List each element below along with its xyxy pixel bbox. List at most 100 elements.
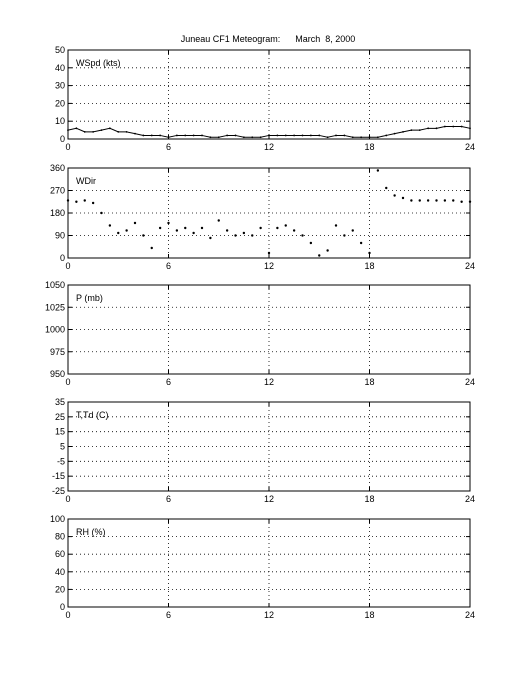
y-tick-label: 950 [50,369,65,379]
y-tick-label: 20 [55,98,65,108]
data-point [309,241,313,245]
data-point [393,194,396,197]
data-point [242,136,245,139]
data-point [142,134,145,137]
panel-4: 35 25 15 5 -5 -15 -250 6 12 18 24 T,Td (C) [52,397,475,504]
x-tick-label: 12 [264,494,274,504]
y-tick-label: -25 [52,486,65,496]
data-point [435,199,438,202]
data-point [259,136,262,139]
data-point [75,200,78,203]
data-point [125,229,128,232]
data-point [209,136,212,139]
x-tick-label: 6 [166,261,171,271]
data-point [376,136,379,139]
data-point [393,132,396,135]
data-point [293,134,296,137]
y-tick-label: 0 [60,602,65,612]
data-point [134,132,136,135]
data-point [401,196,405,200]
data-point [92,130,95,133]
data-point [217,136,220,139]
x-tick-label: 0 [65,261,70,271]
data-point [242,231,246,235]
data-point [251,136,254,139]
data-point [410,199,413,202]
x-tick-label: 24 [465,261,475,271]
panel-2: 360 270 180 90 00 6 12 18 24 WDir [50,163,475,271]
data-point [326,249,329,252]
x-tick-label: 6 [166,377,171,387]
data-point [426,199,430,202]
data-point [209,236,212,240]
data-point [251,234,254,237]
y-tick-label: -15 [52,471,65,481]
data-point [452,199,455,202]
y-tick-label: 1050 [45,280,65,290]
data-point [234,234,237,237]
data-point [360,136,363,139]
x-tick-label: 18 [364,494,374,504]
data-point [142,234,145,237]
y-tick-label: 5 [60,442,65,452]
x-tick-label: 12 [264,610,274,620]
data-point [284,134,287,137]
data-point [184,226,187,230]
panel-1: 50 40 30 20 10 00 6 12 18 24 WSpd (kts) [55,45,475,152]
y-tick-label: 50 [55,45,65,55]
x-tick-label: 18 [364,610,374,620]
data-point [100,211,103,215]
data-point [167,221,170,225]
data-point [435,127,438,130]
panel-5: 100 80 60 40 20 00 6 12 18 24 RH (%) [50,514,475,620]
data-point [410,129,413,132]
data-point [427,127,430,130]
panel-label: RH (%) [76,527,106,537]
y-tick-label: 40 [55,63,65,73]
data-point [117,231,120,235]
data-point [343,234,346,237]
panel-label: P (mb) [76,293,103,303]
data-point [159,134,162,137]
y-tick-label: -5 [57,456,65,466]
data-point [276,134,279,137]
data-point [335,134,337,137]
x-tick-label: 12 [264,142,274,152]
data-point [184,134,187,137]
y-tick-label: 35 [55,397,65,407]
x-tick-label: 0 [65,494,70,504]
data-point [200,226,204,230]
data-point [167,136,170,139]
y-tick-label: 0 [60,134,65,144]
data-point [67,129,69,132]
x-tick-label: 24 [465,377,475,387]
y-tick-label: 40 [55,567,65,577]
panel-label: T,Td (C) [76,410,109,420]
data-point [158,226,162,230]
data-point [318,134,321,137]
data-point [268,134,270,137]
data-point [192,134,195,137]
data-point [75,127,78,130]
data-point [326,136,329,139]
data-point [150,134,153,137]
y-tick-label: 10 [55,116,65,126]
data-point [292,229,296,232]
x-tick-label: 6 [166,142,171,152]
data-point [125,130,128,133]
data-point [368,136,371,139]
x-tick-label: 18 [364,142,374,152]
y-tick-label: 20 [55,584,65,594]
x-tick-label: 24 [465,142,475,152]
y-tick-label: 100 [50,514,65,524]
data-point [108,224,112,227]
data-point [259,226,262,230]
data-point [284,224,287,227]
data-point [225,229,229,232]
data-point [267,251,271,255]
data-point [460,200,463,203]
data-point [351,136,354,139]
data-point [175,229,179,232]
